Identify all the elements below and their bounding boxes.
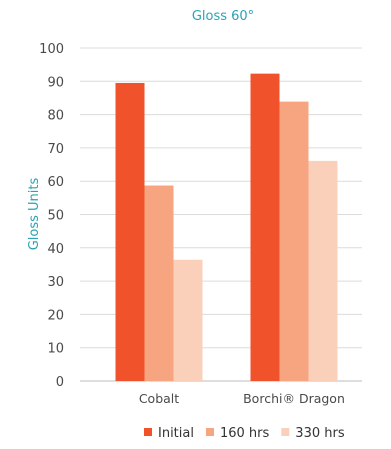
legend-swatch — [144, 428, 152, 436]
chart-title: Gloss 60° — [192, 9, 254, 24]
y-tick-label: 80 — [47, 109, 64, 124]
bar-160-hrs-cobalt — [144, 185, 174, 381]
y-tick-label: 40 — [47, 242, 64, 257]
bar-160-hrs-borchi-dragon — [279, 101, 309, 381]
y-tick-label: 70 — [47, 142, 64, 157]
y-tick-label: 10 — [47, 342, 64, 357]
y-tick-label: 100 — [39, 42, 64, 57]
x-tick-label: Borchi® Dragon — [243, 391, 345, 406]
legend-label: 330 hrs — [295, 426, 345, 441]
y-tick-label: 50 — [47, 209, 64, 224]
x-tick-label: Cobalt — [139, 391, 179, 406]
y-tick-label: 90 — [47, 75, 64, 90]
legend: Initial 160 hrs 330 hrs — [144, 426, 345, 441]
y-tick-label: 0 — [56, 375, 64, 390]
bar-initial-borchi-dragon — [250, 73, 280, 382]
legend-label: Initial — [158, 426, 194, 441]
y-tick-label: 30 — [47, 275, 64, 290]
bar-330-hrs-borchi-dragon — [308, 160, 338, 381]
legend-swatch — [205, 428, 214, 436]
legend-label: 160 hrs — [220, 426, 270, 441]
y-tick-label: 60 — [47, 175, 64, 190]
y-axis-label: Gloss Units — [27, 178, 42, 251]
bar-330-hrs-cobalt — [173, 259, 203, 381]
x-axis-ticks: Cobalt Borchi® Dragon — [139, 391, 345, 406]
bars — [115, 73, 338, 382]
y-tick-label: 20 — [47, 308, 64, 323]
bar-initial-cobalt — [115, 82, 145, 381]
legend-swatch — [281, 428, 290, 436]
y-axis-ticks: 0 10 20 30 40 50 60 70 80 90 100 — [39, 42, 64, 390]
